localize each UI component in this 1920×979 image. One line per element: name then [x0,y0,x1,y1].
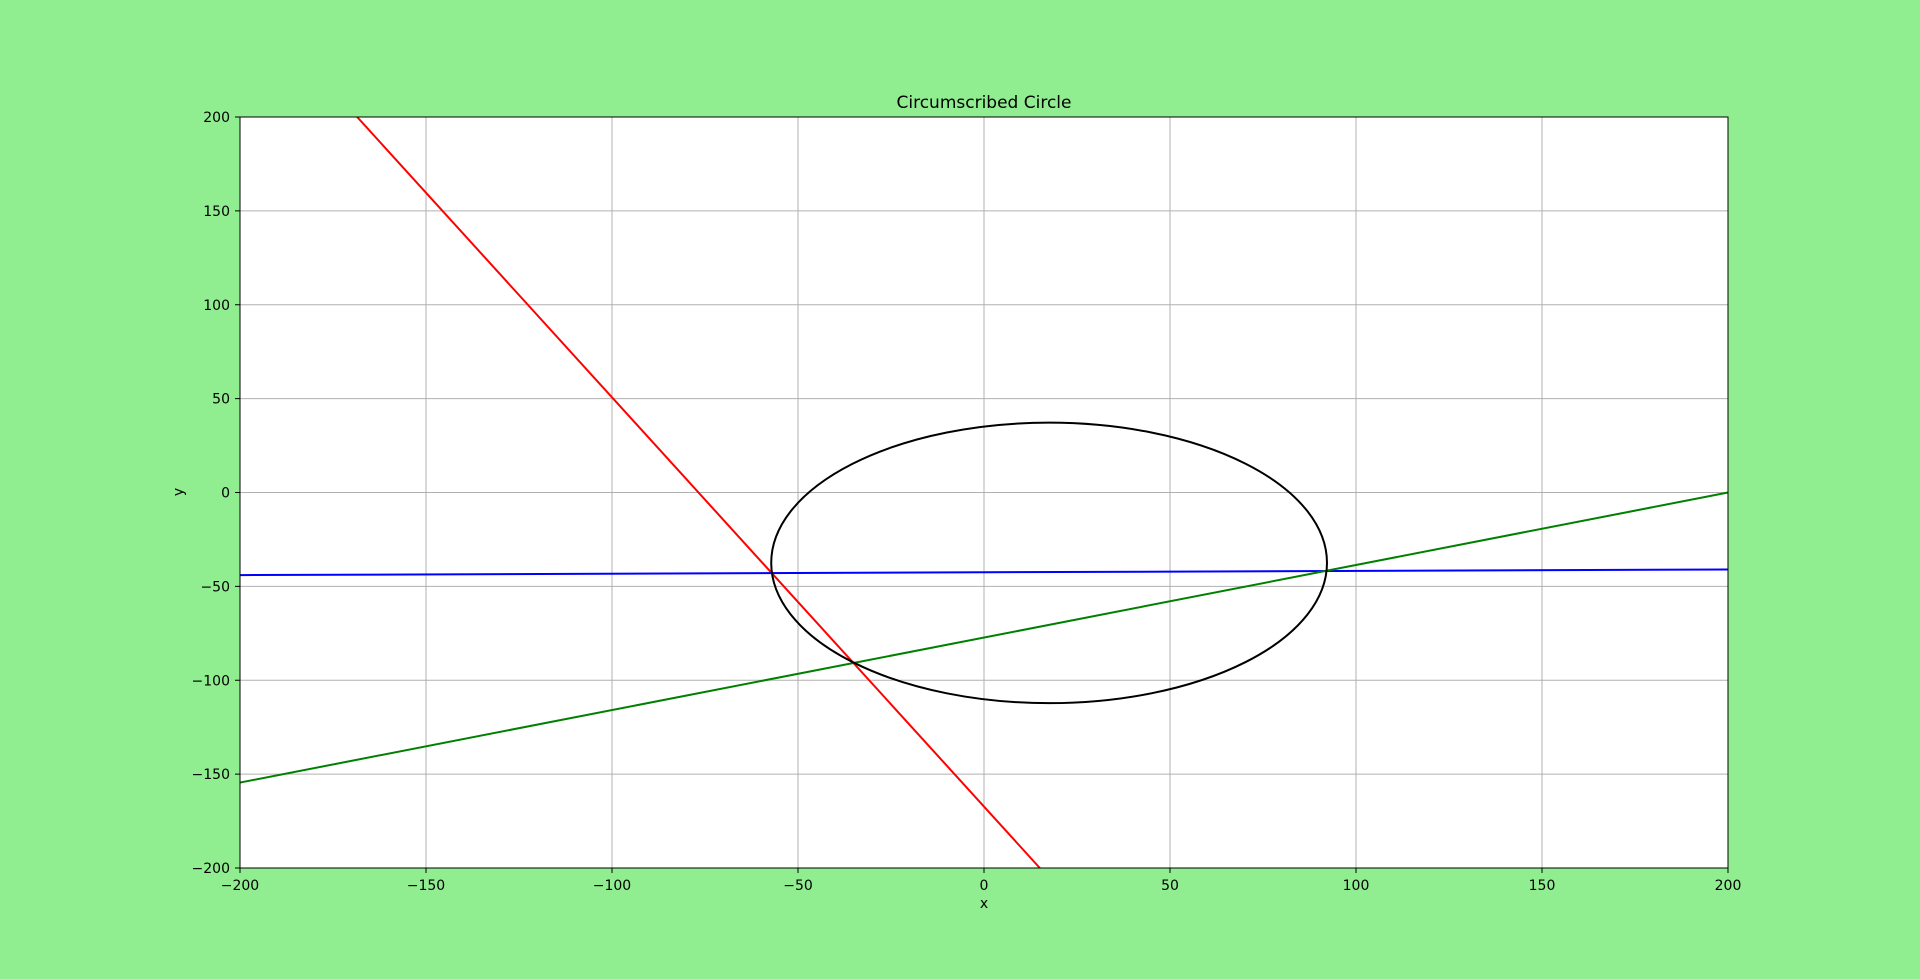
x-tick-label: 150 [1529,878,1556,894]
x-tick-label: −100 [593,878,631,894]
y-tick-label: 100 [203,298,230,314]
axis-ticks: −200 −150 −100 −50 0 50 100 150 200 −200 −150 −100 −… [192,110,1742,894]
y-tick-label: 200 [203,110,230,126]
y-tick-label: −50 [200,579,230,595]
x-tick-label: 100 [1343,878,1370,894]
circumscribed-circle [770,421,1328,705]
x-axis-label: x [980,896,988,912]
y-tick-label: −150 [192,767,230,783]
series-layer [239,116,1729,869]
y-tick-label: 50 [212,392,230,408]
x-tick-label: 200 [1715,878,1742,894]
series-line-1 [356,116,1041,869]
x-tick-label: −200 [221,878,259,894]
y-tick-label: 150 [203,204,230,220]
x-tick-label: 0 [980,878,989,894]
y-tick-label: −200 [192,861,230,877]
x-tick-label: 50 [1161,878,1179,894]
chart-title: Circumscribed Circle [897,93,1072,113]
grid-lines [239,116,1729,869]
x-tick-label: −50 [783,878,813,894]
y-tick-label: −100 [192,673,230,689]
y-axis-label: y [171,488,187,496]
x-tick-label: −150 [407,878,445,894]
series-line-2 [239,568,1729,577]
y-tick-label: 0 [221,486,230,502]
series-line-3 [239,491,1729,784]
